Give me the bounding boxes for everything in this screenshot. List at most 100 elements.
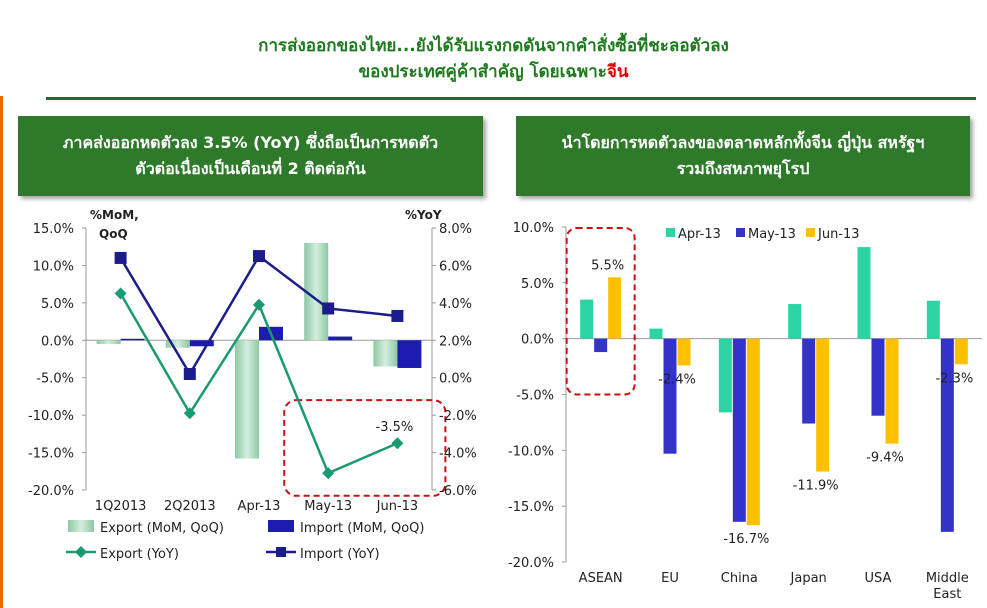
x-tick-label: China — [721, 571, 758, 586]
data-label: -9.4% — [866, 451, 904, 466]
import-yoy-marker — [114, 251, 127, 264]
x-tick-label-part: Middle — [926, 571, 969, 586]
export-mom-bar — [235, 340, 259, 459]
x-tick-label: EU — [661, 571, 679, 586]
y-tick-label: -5.0% — [516, 389, 554, 404]
import-mom-bar — [397, 340, 422, 368]
x-tick-label: Jun-13 — [376, 499, 419, 514]
bar-may-13 — [802, 338, 816, 424]
bar-may-13 — [940, 338, 954, 532]
legend-item: May-13 — [736, 227, 796, 242]
right-axis-title: %YoY — [405, 208, 442, 222]
title-rule — [46, 97, 976, 100]
title-line-1: การส่งออกของไทย...ยังได้รับแรงกดดันจากคำ… — [258, 36, 729, 56]
bar-apr-13 — [718, 338, 732, 413]
x-tick-label: Middle East — [926, 571, 969, 602]
export-yoy-marker — [253, 298, 265, 311]
accent-bar — [0, 96, 3, 608]
bar-jun-13 — [885, 338, 899, 444]
legend-item: Export (MoM, QoQ) — [68, 520, 224, 536]
x-tick-label-part: ASEAN — [579, 571, 623, 586]
legend-item: Jun-13 — [806, 227, 860, 242]
legend-item: Import (MoM, QoQ) — [268, 520, 425, 536]
data-label: -16.7% — [723, 532, 769, 547]
legend-label: Apr-13 — [678, 227, 721, 242]
legend-marker — [75, 546, 87, 558]
export-mom-bar — [165, 340, 190, 348]
import-yoy-marker — [391, 309, 404, 322]
y-tick-label: -20.0% — [508, 556, 554, 571]
title-highlight: จีน — [606, 62, 629, 82]
y-left-tick-label: -10.0% — [28, 409, 74, 424]
x-tick-label-part: China — [721, 571, 758, 586]
bar-jun-13 — [954, 338, 968, 365]
data-label: 5.5% — [591, 258, 624, 273]
y-right-tick-label: -2.0% — [439, 409, 477, 424]
right-heading-line-1: นำโดยการหดตัวลงของตลาดหลักทั้งจีน ญี่ปุ่… — [561, 133, 925, 152]
import-mom-bar — [328, 336, 353, 341]
bar-jun-13 — [677, 338, 691, 366]
bar-may-13 — [732, 338, 746, 522]
x-tick-label: May-13 — [304, 499, 352, 514]
x-tick-label: Apr-13 — [238, 499, 281, 514]
y-tick-label: -15.0% — [508, 500, 554, 515]
bar-jun-13 — [746, 338, 760, 526]
bar-apr-13 — [649, 328, 663, 339]
y-left-tick-label: 10.0% — [33, 259, 74, 274]
bar-apr-13 — [788, 304, 802, 339]
highlight-box — [283, 399, 447, 497]
slide-title: การส่งออกของไทย...ยังได้รับแรงกดดันจากคำ… — [0, 33, 987, 85]
legend-item: Import (YoY) — [266, 547, 380, 562]
right-panel-heading: นำโดยการหดตัวลงของตลาดหลักทั้งจีน ญี่ปุ่… — [516, 116, 970, 196]
left-heading-line-2: ตัวต่อเนื่องเป็นเดือนที่ 2 ติดต่อกัน — [135, 159, 366, 178]
bar-may-13 — [871, 338, 885, 416]
y-left-tick-label: -5.0% — [36, 372, 74, 387]
highlight-box — [565, 227, 636, 396]
export-mom-bar — [304, 242, 329, 341]
y-tick-label: 10.0% — [513, 221, 554, 236]
legend-label: Jun-13 — [817, 227, 860, 242]
title-line-2: ของประเทศคู่ค้าสำคัญ โดยเฉพาะจีน — [0, 59, 987, 85]
x-tick-label: ASEAN — [579, 571, 623, 586]
legend-swatch — [736, 228, 745, 237]
legend-label: Import (YoY) — [300, 547, 380, 562]
legend-label: May-13 — [748, 227, 796, 242]
export-yoy-marker — [322, 467, 335, 480]
x-tick-label-part: EU — [661, 571, 679, 586]
x-tick-label: 1Q2013 — [95, 499, 147, 514]
y-left-tick-label: 15.0% — [33, 222, 74, 237]
legend-label: Export (MoM, QoQ) — [100, 521, 224, 536]
x-tick-label: 2Q2013 — [164, 499, 216, 514]
annotation-label: -3.5% — [376, 420, 414, 435]
bar-may-13 — [663, 338, 677, 454]
legend-swatch — [806, 228, 815, 237]
import-yoy-marker — [322, 302, 335, 315]
left-heading-line-1: ภาคส่งออกหดตัวลง 3.5% (YoY) ซึ่งถือเป็นก… — [62, 133, 439, 152]
right-bar-chart: 5.5% -2.4% -16.7% -11.9% -9.4% -2.3% 10.0% 5.0… — [508, 221, 982, 602]
y-right-tick-label: 2.0% — [439, 334, 472, 349]
left-combo-chart: %MoM, QoQ %YoY -3.5% 15.0% 10.0% 5.0% 0.0% -… — [28, 208, 477, 562]
export-yoy-marker — [391, 437, 404, 450]
bar-apr-13 — [857, 247, 871, 339]
y-right-tick-label: 8.0% — [439, 222, 472, 237]
y-right-tick-label: -4.0% — [439, 447, 477, 462]
bar-apr-13 — [926, 300, 940, 339]
legend-label: Import (MoM, QoQ) — [300, 521, 425, 536]
y-left-tick-label: 5.0% — [41, 297, 74, 312]
legend-swatch — [268, 520, 294, 532]
legend-swatch — [68, 520, 94, 532]
y-right-tick-label: 0.0% — [439, 372, 472, 387]
data-label: -2.4% — [658, 372, 696, 387]
legend-label: Export (YoY) — [100, 547, 179, 562]
bar-jun-13 — [816, 338, 830, 472]
bar-may-13 — [594, 338, 608, 353]
left-axis-title-line-2: QoQ — [99, 227, 128, 241]
x-tick-label: Japan — [790, 571, 827, 586]
right-heading-line-2: รวมถึงสหภาพยุโรป — [676, 159, 810, 178]
import-yoy-marker — [253, 250, 265, 263]
legend-item: Export (YoY) — [66, 546, 179, 562]
y-right-tick-label: -6.0% — [439, 484, 477, 499]
x-tick-label: USA — [865, 571, 892, 586]
legend-item: Apr-13 — [666, 227, 721, 242]
left-panel-heading: ภาคส่งออกหดตัวลง 3.5% (YoY) ซึ่งถือเป็นก… — [18, 116, 483, 196]
